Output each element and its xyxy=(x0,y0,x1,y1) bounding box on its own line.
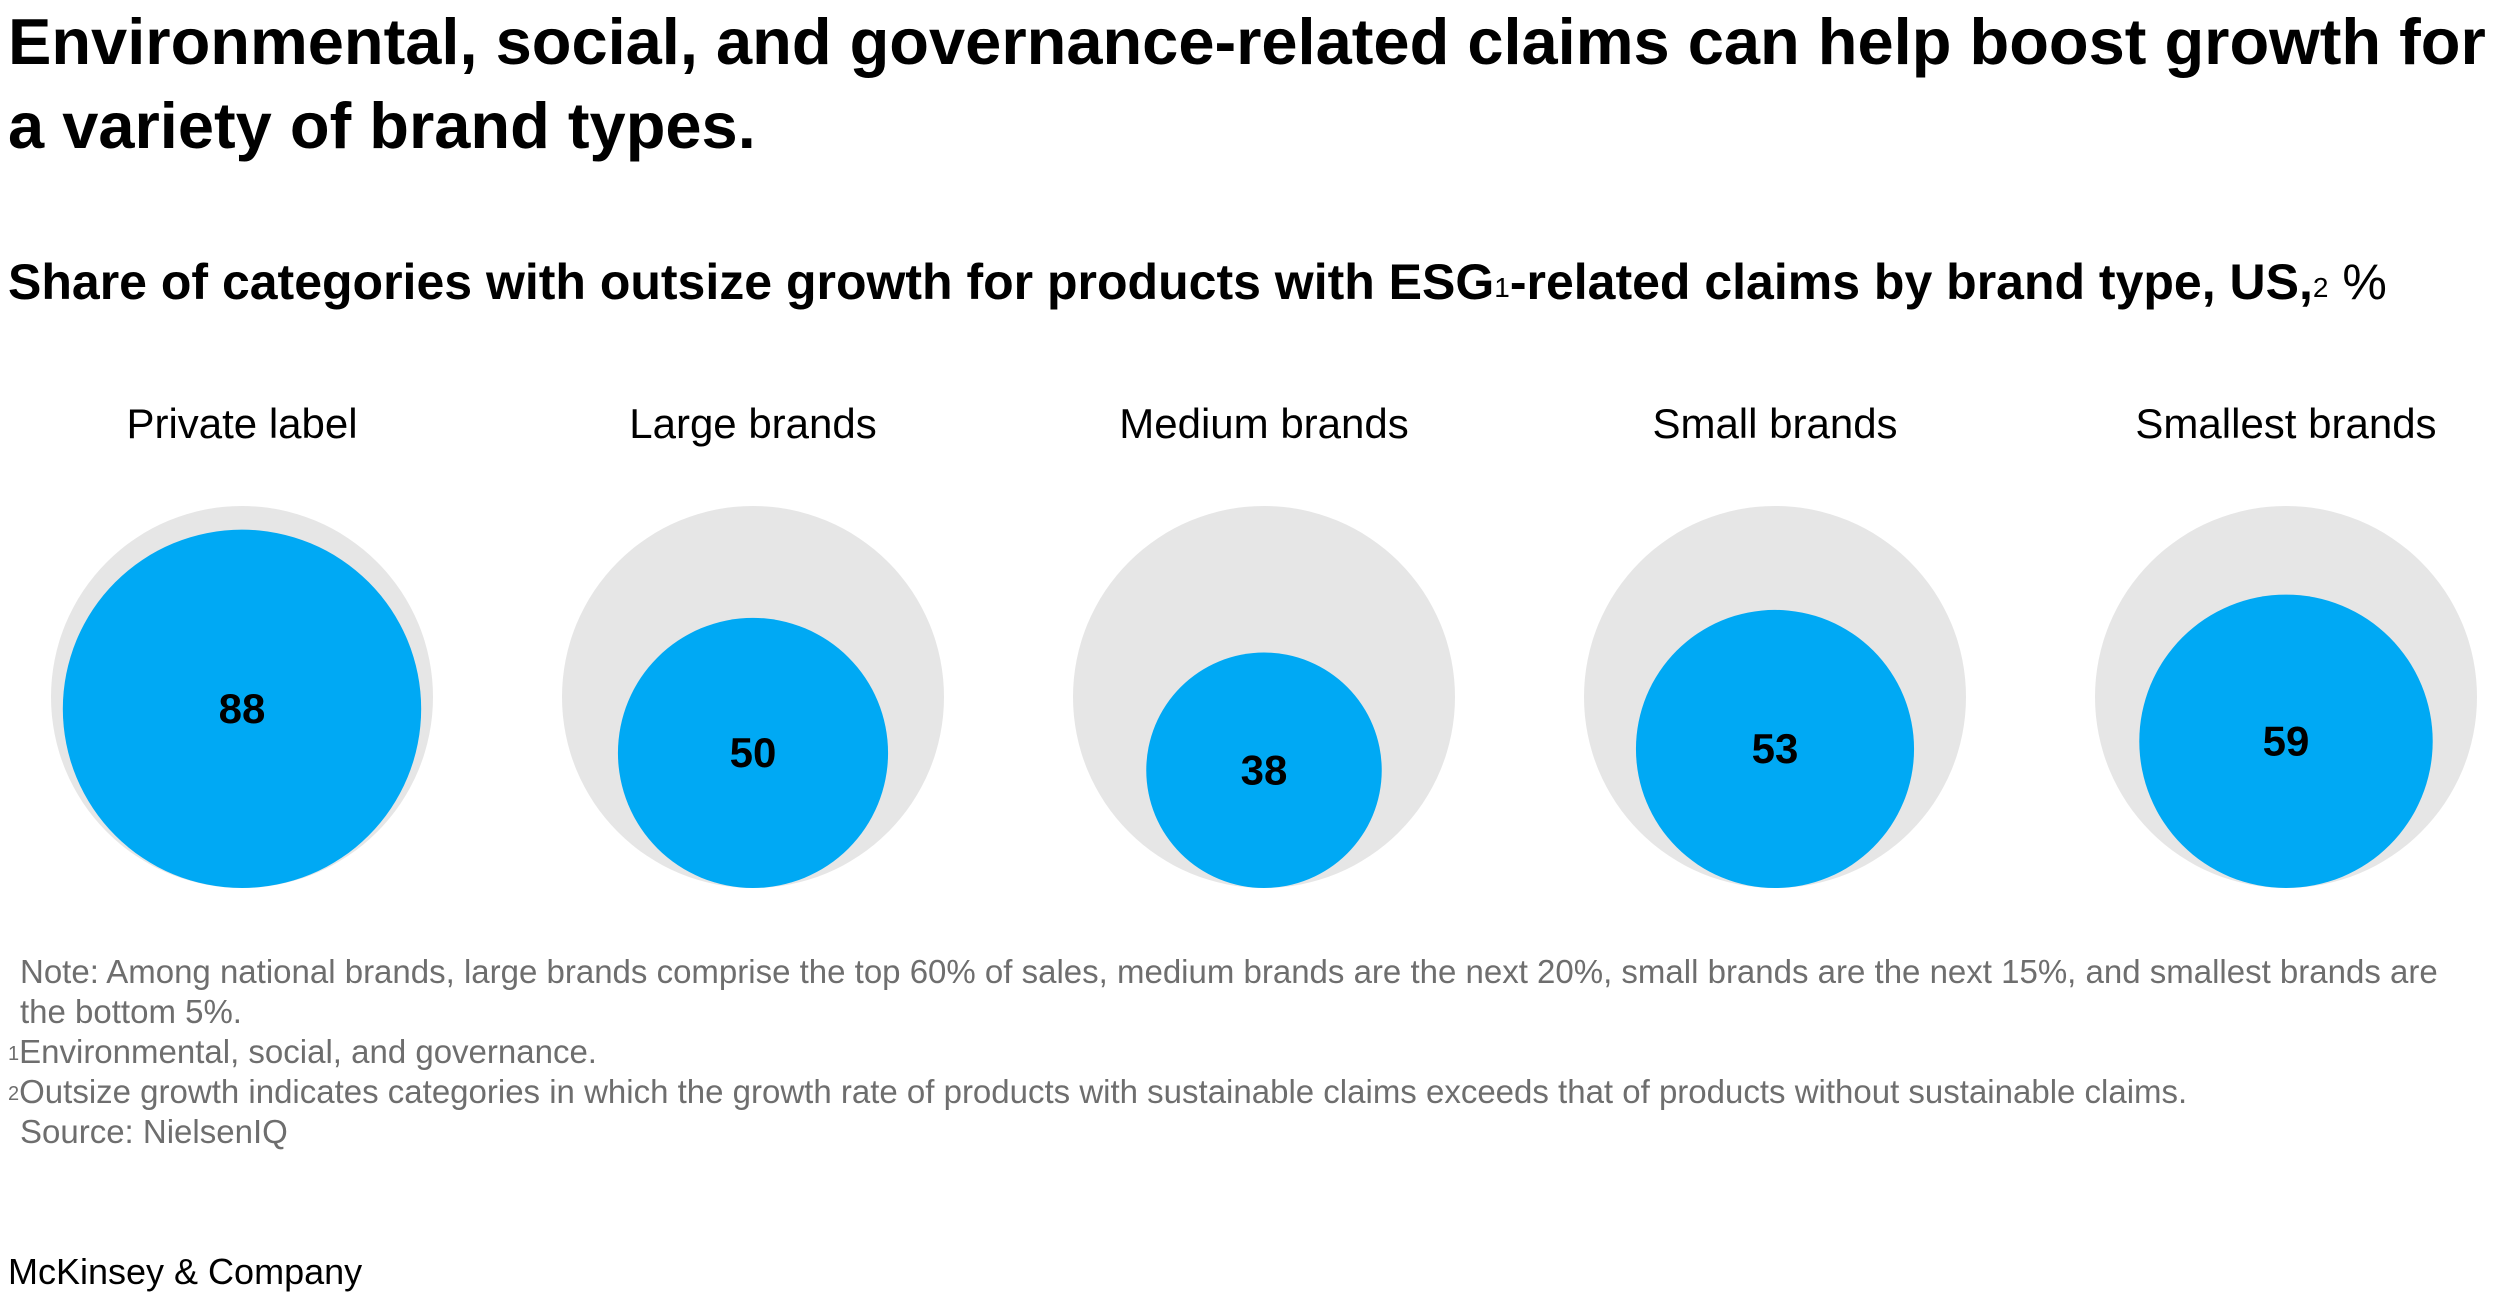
chart-subtitle: Share of categories with outsize growth … xyxy=(8,250,2508,314)
value-label-medium-brands: 38 xyxy=(1241,746,1288,793)
subtitle-footnote-1-mark: 1 xyxy=(1494,272,1510,303)
bubble-group-private-label: Private label 88 xyxy=(51,400,433,888)
value-label-private-label: 88 xyxy=(219,685,266,732)
bubble-group-large-brands: Large brands 50 xyxy=(562,400,944,888)
subtitle-footnote-2-mark: 2 xyxy=(2312,272,2329,303)
category-label-large-brands: Large brands xyxy=(629,400,877,447)
bubble-group-smallest-brands: Smallest brands 59 xyxy=(2095,400,2477,888)
category-label-small-brands: Small brands xyxy=(1652,400,1897,447)
notes-section: Note: Among national brands, large brand… xyxy=(8,952,2488,1152)
value-bubble-smallest-brands xyxy=(2139,594,2433,888)
category-label-private-label: Private label xyxy=(126,400,357,447)
value-label-large-brands: 50 xyxy=(730,729,777,776)
value-label-smallest-brands: 59 xyxy=(2263,717,2310,764)
headline: Environmental, social, and governance-re… xyxy=(8,5,2486,162)
subtitle-text-b: -related claims by brand type, US, xyxy=(1509,254,2313,310)
category-label-medium-brands: Medium brands xyxy=(1119,400,1408,447)
company-logo-text: McKinsey & Company xyxy=(8,1251,363,1292)
bubble-group-small-brands: Small brands 53 xyxy=(1584,400,1966,888)
subtitle-text-a: Share of categories with outsize growth … xyxy=(8,254,1495,310)
footnote-1-text: Environmental, social, and governance. xyxy=(19,1033,597,1070)
footnote-2: 2Outsize growth indicates categories in … xyxy=(8,1072,2488,1112)
value-bubble-private-label xyxy=(62,529,422,888)
bubble-group-medium-brands: Medium brands 38 xyxy=(1073,400,1455,888)
category-label-smallest-brands: Smallest brands xyxy=(2135,400,2436,447)
source-text: Source: NielsenIQ xyxy=(20,1113,288,1150)
value-bubble-large-brands xyxy=(617,617,889,888)
footnote-1: 1Environmental, social, and governance. xyxy=(8,1032,2488,1072)
subtitle-unit: % xyxy=(2342,254,2387,310)
footnote-1-mark: 1 xyxy=(8,1043,20,1065)
note-text: Note: Among national brands, large brand… xyxy=(20,953,2438,1030)
bubble-chart: Private label 88 Large brands 50 Medium bran… xyxy=(51,400,2477,888)
value-bubble-small-brands xyxy=(1635,609,1915,888)
value-bubble-medium-brands xyxy=(1146,652,1382,888)
value-label-small-brands: 53 xyxy=(1752,725,1799,772)
footnote-2-text: Outsize growth indicates categories in w… xyxy=(19,1073,2188,1110)
footnote-2-mark: 2 xyxy=(8,1083,20,1105)
